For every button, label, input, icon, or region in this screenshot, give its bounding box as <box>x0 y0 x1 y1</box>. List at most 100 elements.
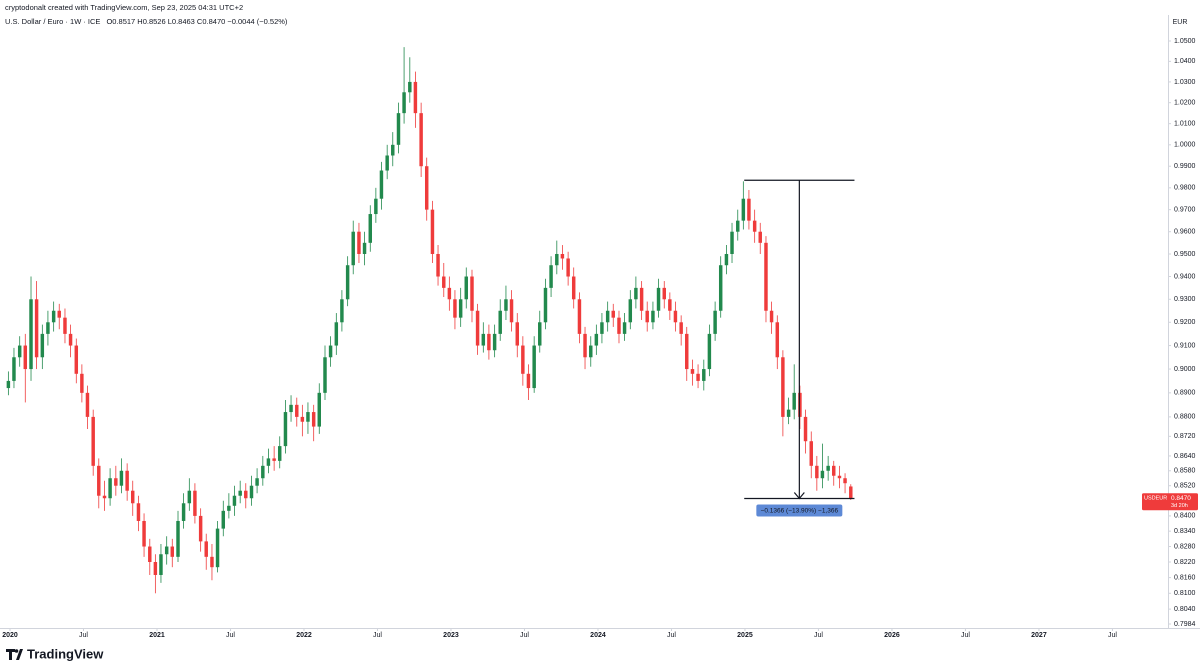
candle-body <box>815 465 819 479</box>
candle-body <box>453 299 457 318</box>
y-tick-label: 0.8280 <box>1174 543 1196 550</box>
x-tick-label: 2021 <box>149 632 165 639</box>
y-tick-label: 0.9700 <box>1174 206 1196 213</box>
candle-body <box>34 299 39 358</box>
candle-body <box>690 369 695 374</box>
y-tick-label: 0.8340 <box>1174 528 1196 535</box>
candle-body <box>277 446 282 461</box>
candle-body <box>752 220 757 232</box>
candle-body <box>803 416 808 442</box>
y-tick-label: 0.8640 <box>1174 453 1196 460</box>
candle-body <box>764 242 768 311</box>
y-tick-label: 0.8040 <box>1174 606 1196 613</box>
x-tick-label: Jul <box>373 632 382 639</box>
candle-body <box>23 345 28 370</box>
x-tick-label: 2020 <box>2 632 18 639</box>
plot-area: −0.1366 (−13.90%) −1,366 <box>6 47 855 594</box>
candle-body <box>187 490 192 504</box>
candle-body <box>713 310 717 334</box>
x-tick-label: 2026 <box>884 632 900 639</box>
candle-body <box>114 478 118 486</box>
candle-body <box>170 546 175 557</box>
price-tag-box <box>1142 493 1198 511</box>
logo-dot <box>14 649 19 653</box>
candle-body <box>668 299 672 311</box>
y-tick-label: 0.8720 <box>1174 433 1196 440</box>
candle-body <box>532 345 536 389</box>
candle-body <box>74 345 79 374</box>
y-tick-label: 0.9000 <box>1174 366 1196 373</box>
candle-body <box>769 310 774 323</box>
x-tick-label: Jul <box>961 632 970 639</box>
candle-body <box>413 81 418 114</box>
candle-body <box>747 198 751 221</box>
candle-body <box>832 465 836 476</box>
candle-body <box>85 392 90 417</box>
candle-body <box>707 333 712 370</box>
candle-body <box>300 416 305 422</box>
candle-body <box>408 81 412 93</box>
candle-body <box>634 287 638 300</box>
candle-body <box>148 546 152 562</box>
candle-body <box>786 409 791 417</box>
candle-body <box>758 231 762 243</box>
candle-body <box>605 310 610 323</box>
candle-body <box>283 412 288 447</box>
candle-body <box>571 276 576 300</box>
candle-body <box>622 322 627 334</box>
y-tick-label: 1.0100 <box>1174 120 1196 127</box>
candle-body <box>470 276 474 311</box>
x-tick-label: 2022 <box>296 632 312 639</box>
candle-body <box>351 231 355 266</box>
measure-arrowhead <box>793 492 805 500</box>
candle-body <box>102 495 107 499</box>
candle-body <box>792 392 796 410</box>
candle-body <box>702 369 706 381</box>
price-tag-price: 0.8470 <box>1171 495 1191 502</box>
candle-body <box>475 310 480 346</box>
measure-label: −0.1366 (−13.90%) −1,366 <box>761 508 839 515</box>
x-tick-label: Jul <box>814 632 823 639</box>
candle-body <box>555 253 559 266</box>
candle-body <box>526 373 531 389</box>
candle-body <box>645 310 649 323</box>
candle-body <box>492 333 497 351</box>
candle-body <box>272 458 276 461</box>
candle-body <box>566 258 570 277</box>
candle-body <box>80 373 84 393</box>
candle-body <box>244 490 248 499</box>
candle-body <box>193 490 197 516</box>
candle-body <box>289 404 293 413</box>
candle-body <box>617 317 621 334</box>
candle-body <box>362 242 367 254</box>
brand-name: TradingView <box>27 646 104 661</box>
candle-body <box>594 333 599 346</box>
ohlc-readout: O0.8517 H0.8526 L0.8463 C0.8470 −0.0044 … <box>106 17 287 26</box>
candle-body <box>481 333 486 346</box>
candle-body <box>849 486 853 499</box>
candle-body <box>153 561 158 575</box>
candle-body <box>181 503 186 521</box>
candle-body <box>68 333 73 346</box>
candle-body <box>46 322 50 334</box>
candle-body <box>402 92 406 114</box>
candle-body <box>809 441 813 466</box>
currency-label: EUR <box>1173 19 1188 26</box>
x-tick-label: 2027 <box>1031 632 1047 639</box>
candle-body <box>317 392 321 427</box>
candle-body <box>108 478 112 499</box>
candle-body <box>741 198 746 221</box>
y-tick-label: 1.0200 <box>1174 100 1196 107</box>
candle-body <box>40 333 45 358</box>
candle-body <box>125 470 129 491</box>
candle-body <box>775 322 780 358</box>
x-tick-label: Jul <box>79 632 88 639</box>
candle-body <box>837 475 842 479</box>
candle-body <box>227 505 231 511</box>
y-tick-label: 1.0300 <box>1174 79 1196 86</box>
candle-body <box>204 541 208 557</box>
candle-body <box>91 416 95 466</box>
candle-body <box>261 465 265 479</box>
x-tick-label: Jul <box>520 632 529 639</box>
